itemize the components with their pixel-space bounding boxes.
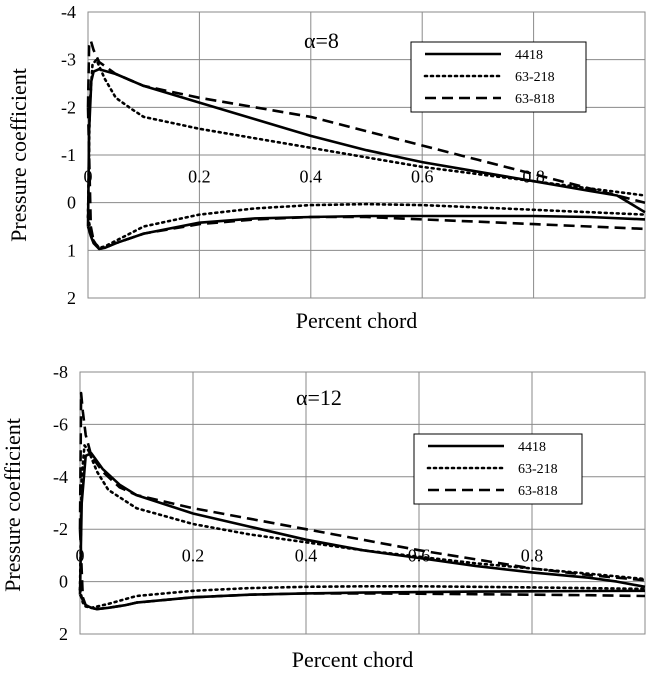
- y-tick-label: -1: [61, 145, 76, 165]
- y-tick-label: -2: [53, 519, 68, 539]
- x-axis-title: Percent chord: [292, 647, 414, 672]
- legend-label: 63-818: [515, 92, 555, 107]
- x-tick-label: 0.2: [188, 167, 211, 187]
- y-tick-label: 0: [67, 193, 76, 213]
- x-tick-label: 0.4: [300, 167, 323, 187]
- y-tick-label: -3: [61, 50, 76, 70]
- legend-label: 4418: [515, 48, 543, 63]
- legend-label: 4418: [518, 440, 546, 455]
- legend: 4418 63-218 63-818: [413, 433, 583, 505]
- series-line-63-818-upper: [86, 39, 646, 204]
- y-tick-label: -6: [53, 414, 68, 434]
- x-tick-label: 0.4: [295, 546, 318, 566]
- x-tick-label: 0.6: [411, 167, 434, 187]
- series-line-4418-lower: [78, 589, 646, 611]
- series-line-63-818-lower: [86, 107, 646, 251]
- series-line-63-218-upper: [86, 58, 647, 219]
- legend-label: 63-818: [518, 484, 558, 499]
- y-tick-label: -8: [53, 362, 68, 382]
- alpha-annotation: α=8: [304, 28, 339, 53]
- y-tick-label: -2: [61, 97, 76, 117]
- y-tick-label: -4: [61, 2, 76, 22]
- y-axis-title: Pressure coefficient: [6, 68, 31, 242]
- y-tick-label: 0: [59, 572, 68, 592]
- y-tick-label: 2: [67, 288, 76, 308]
- legend-label: 63-218: [518, 462, 558, 477]
- y-axis-title: Pressure coefficient: [0, 418, 25, 592]
- series-line-63-218-lower: [78, 584, 647, 610]
- x-tick-label: 0.2: [182, 546, 205, 566]
- series-line-63-818-lower: [78, 529, 646, 611]
- legend-label: 63-218: [515, 70, 555, 85]
- y-tick-label: -4: [53, 467, 68, 487]
- x-axis-title: Percent chord: [296, 308, 418, 333]
- x-tick-label: 0.8: [521, 546, 544, 566]
- series-line-63-218-upper: [78, 444, 647, 591]
- series-line-4418-upper: [78, 451, 646, 595]
- alpha-annotation: α=12: [296, 385, 342, 410]
- y-tick-label: 1: [67, 240, 76, 260]
- series-line-63-818-upper: [78, 391, 646, 582]
- y-tick-label: 2: [59, 624, 68, 644]
- legend: 4418 63-218 63-818: [410, 41, 587, 113]
